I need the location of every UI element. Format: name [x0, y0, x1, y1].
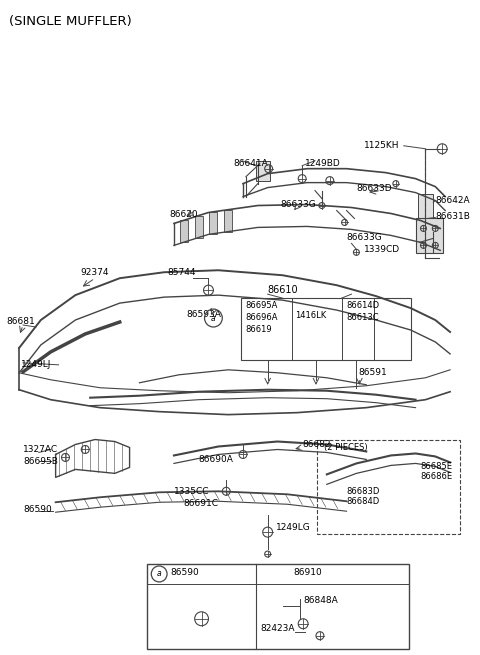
Text: 86685E: 86685E: [420, 462, 453, 472]
Text: 86631B: 86631B: [435, 212, 470, 221]
Text: 86695A: 86695A: [245, 301, 277, 310]
Text: 1327AC: 1327AC: [23, 445, 58, 455]
Text: 86686E: 86686E: [420, 472, 453, 481]
Text: (2 PIECES): (2 PIECES): [324, 443, 368, 451]
Text: 1249LG: 1249LG: [276, 523, 310, 532]
Bar: [180, 220, 188, 242]
Text: 86619: 86619: [245, 325, 272, 334]
Text: 86610: 86610: [268, 285, 298, 295]
Text: 85744: 85744: [167, 269, 195, 277]
Bar: [416, 219, 443, 253]
Text: 86690A: 86690A: [199, 455, 233, 464]
Text: a: a: [157, 569, 161, 578]
Text: 86633G: 86633G: [280, 200, 316, 208]
Bar: [418, 194, 433, 223]
Text: 1335CC: 1335CC: [174, 487, 209, 496]
Text: 86641A: 86641A: [233, 159, 268, 168]
Text: 86682: 86682: [302, 440, 331, 449]
Text: 1339CD: 1339CD: [364, 246, 400, 254]
Bar: [256, 160, 270, 181]
Text: 86691C: 86691C: [184, 499, 219, 508]
Bar: [224, 210, 232, 232]
Bar: [147, 564, 408, 648]
Text: (SINGLE MUFFLER): (SINGLE MUFFLER): [9, 15, 132, 28]
Text: a: a: [211, 314, 216, 322]
Text: 1249BD: 1249BD: [305, 159, 341, 168]
Text: 86620: 86620: [169, 210, 198, 219]
Text: 86590: 86590: [170, 568, 199, 577]
Text: 86633G: 86633G: [347, 233, 382, 242]
Text: 86642A: 86642A: [435, 196, 470, 204]
Text: 86910: 86910: [293, 568, 322, 577]
Bar: [209, 212, 217, 234]
Text: 92374: 92374: [80, 269, 109, 277]
Text: 86681: 86681: [6, 317, 35, 326]
Text: 86633D: 86633D: [356, 183, 392, 193]
Text: 82423A: 82423A: [261, 624, 295, 633]
Text: 86684D: 86684D: [347, 497, 380, 506]
Text: 86695B: 86695B: [23, 457, 58, 466]
Bar: [241, 298, 410, 360]
Text: 86848A: 86848A: [303, 596, 338, 605]
Text: 1125KH: 1125KH: [364, 141, 400, 150]
Bar: [195, 215, 203, 238]
Text: 86683D: 86683D: [347, 487, 380, 496]
Text: 86591: 86591: [359, 368, 387, 377]
Text: 1249LJ: 1249LJ: [21, 360, 51, 369]
Text: 86593A: 86593A: [187, 310, 222, 319]
Text: 86614D: 86614D: [347, 301, 380, 310]
Text: 86590: 86590: [23, 505, 52, 514]
Text: 86696A: 86696A: [245, 313, 277, 322]
Bar: [317, 440, 460, 534]
Text: 86613C: 86613C: [347, 313, 379, 322]
Text: 1416LK: 1416LK: [295, 311, 326, 320]
